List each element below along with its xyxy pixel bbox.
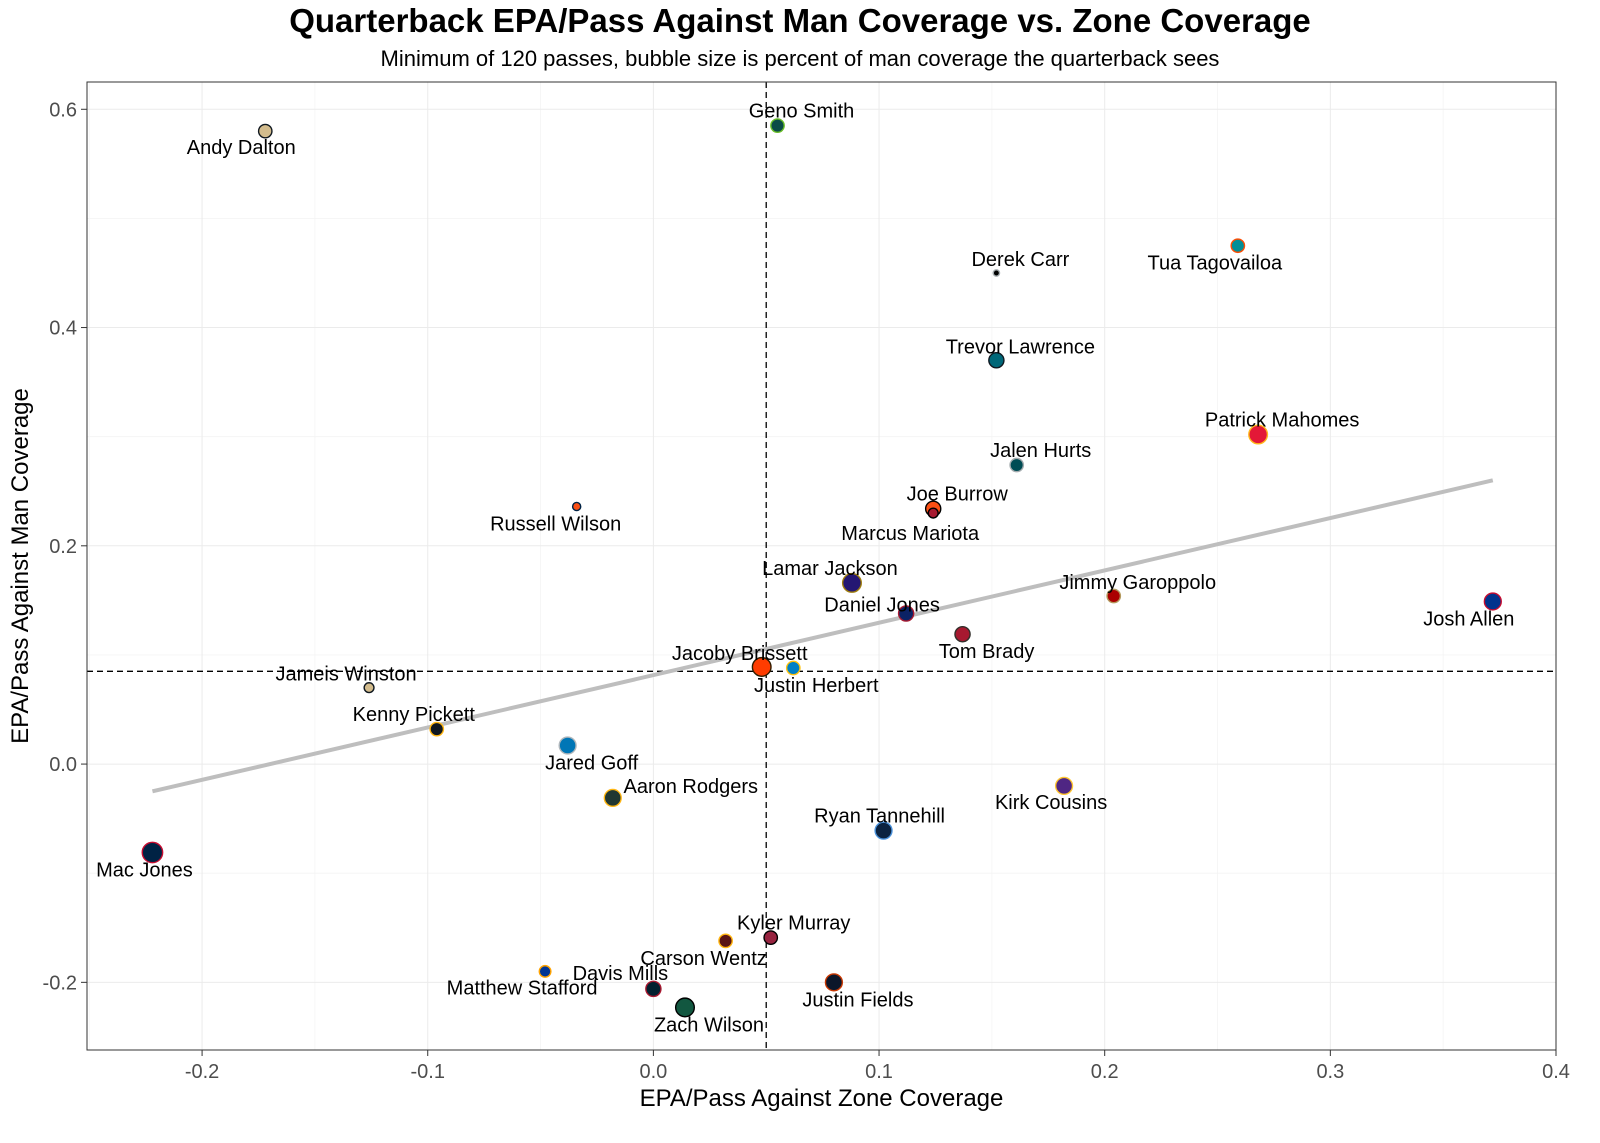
label-matthew-stafford: Matthew Stafford	[447, 977, 598, 999]
x-axis-title: EPA/Pass Against Zone Coverage	[640, 1085, 1004, 1112]
point-tom-brady	[954, 625, 971, 643]
label-ryan-tannehill: Ryan Tannehill	[814, 806, 945, 828]
panel-border	[86, 81, 1557, 1051]
point-trevor-lawrence	[988, 352, 1005, 369]
point-jared-goff	[558, 736, 577, 755]
point-andy-dalton	[257, 123, 273, 139]
label-russell-wilson: Russell Wilson	[490, 514, 621, 536]
label-jared-goff: Jared Goff	[545, 753, 638, 775]
label-josh-allen: Josh Allen	[1423, 608, 1514, 630]
y-tick-label: 0.6	[49, 99, 77, 121]
point-mac-jones	[141, 841, 164, 864]
label-jimmy-garoppolo: Jimmy Garoppolo	[1059, 572, 1216, 594]
label-jalen-hurts: Jalen Hurts	[990, 440, 1091, 462]
point-patrick-mahomes	[1248, 424, 1269, 445]
trend-line-group	[151, 478, 1494, 794]
x-tick-label: 0.1	[865, 1061, 893, 1083]
minor-gridlines	[87, 82, 1556, 1050]
label-aaron-rodgers: Aaron Rodgers	[624, 776, 759, 798]
point-geno-smith	[770, 118, 785, 134]
label-derek-carr: Derek Carr	[971, 249, 1069, 271]
point-aaron-rodgers	[603, 788, 622, 808]
label-marcus-mariota: Marcus Mariota	[841, 523, 980, 545]
point-justin-fields	[824, 973, 844, 992]
label-daniel-jones: Daniel Jones	[824, 594, 940, 616]
x-tick-label: 0.2	[1091, 1061, 1119, 1083]
label-trevor-lawrence: Trevor Lawrence	[946, 336, 1095, 358]
x-tick-label: 0.3	[1316, 1061, 1344, 1083]
label-andy-dalton: Andy Dalton	[187, 137, 296, 159]
point-kyler-murray	[763, 930, 779, 945]
y-tick-label: -0.2	[43, 972, 77, 994]
point-carson-wentz	[718, 933, 733, 949]
label-tom-brady: Tom Brady	[939, 641, 1035, 663]
point-jalen-hurts	[1009, 457, 1025, 473]
point-lamar-jackson	[841, 572, 862, 593]
label-patrick-mahomes: Patrick Mahomes	[1205, 409, 1360, 431]
point-justin-herbert	[785, 660, 801, 676]
point-davis-mills	[645, 980, 662, 998]
point-jimmy-garoppolo	[1106, 588, 1122, 604]
reference-lines	[87, 82, 1556, 1050]
label-geno-smith: Geno Smith	[749, 101, 855, 123]
point-kirk-cousins	[1054, 776, 1074, 796]
label-zach-wilson: Zach Wilson	[654, 1014, 764, 1036]
x-axis-ticks: -0.2 -0.1 0.0 0.1 0.2 0.3 0.4	[185, 1050, 1570, 1083]
label-kirk-cousins: Kirk Cousins	[995, 792, 1107, 814]
y-axis-ticks: -0.2 0.0 0.2 0.4 0.6	[43, 99, 87, 994]
trend-line	[151, 478, 1494, 794]
y-tick-label: 0.2	[49, 536, 77, 558]
point-marcus-mariota	[927, 507, 939, 519]
label-kyler-murray: Kyler Murray	[737, 913, 850, 935]
point-labels-group: Andy Dalton Geno Smith Derek Carr Tua Tagov…	[96, 101, 1514, 1037]
x-tick-label: 0.0	[639, 1061, 667, 1083]
label-justin-herbert: Justin Herbert	[754, 675, 879, 697]
x-tick-label: -0.1	[411, 1061, 445, 1083]
point-daniel-jones	[897, 605, 915, 622]
point-russell-wilson	[571, 501, 582, 512]
y-tick-label: 0.4	[49, 318, 77, 340]
chart-title: Quarterback EPA/Pass Against Man Coverag…	[289, 2, 1311, 39]
x-tick-label: -0.2	[185, 1061, 219, 1083]
label-jameis-winston: Jameis Winston	[275, 664, 416, 686]
major-gridlines	[87, 82, 1557, 1050]
point-derek-carr	[992, 269, 1001, 277]
point-matthew-stafford	[538, 964, 552, 978]
label-kenny-pickett: Kenny Pickett	[353, 704, 476, 726]
point-zach-wilson	[674, 997, 696, 1018]
point-jacoby-brissett	[751, 656, 772, 677]
points-group	[141, 118, 1502, 1018]
point-josh-allen	[1483, 592, 1502, 611]
label-lamar-jackson: Lamar Jackson	[762, 558, 898, 580]
label-tua-tagovailoa: Tua Tagovailoa	[1148, 253, 1283, 275]
y-axis-title: EPA/Pass Against Man Coverage	[7, 388, 34, 744]
point-jameis-winston	[363, 682, 375, 694]
y-tick-label: 0.0	[49, 754, 77, 776]
chart-subtitle: Minimum of 120 passes, bubble size is pe…	[380, 46, 1220, 71]
x-tick-label: 0.4	[1542, 1061, 1570, 1083]
label-joe-burrow: Joe Burrow	[907, 484, 1009, 506]
label-carson-wentz: Carson Wentz	[640, 948, 766, 970]
label-davis-mills: Davis Mills	[573, 963, 669, 985]
point-tua-tagovailoa	[1230, 238, 1246, 254]
point-ryan-tannehill	[874, 821, 893, 840]
label-jacoby-brissett: Jacoby Brissett	[672, 643, 808, 665]
label-justin-fields: Justin Fields	[802, 989, 913, 1011]
label-mac-jones: Mac Jones	[96, 859, 193, 881]
point-kenny-pickett	[429, 721, 445, 737]
